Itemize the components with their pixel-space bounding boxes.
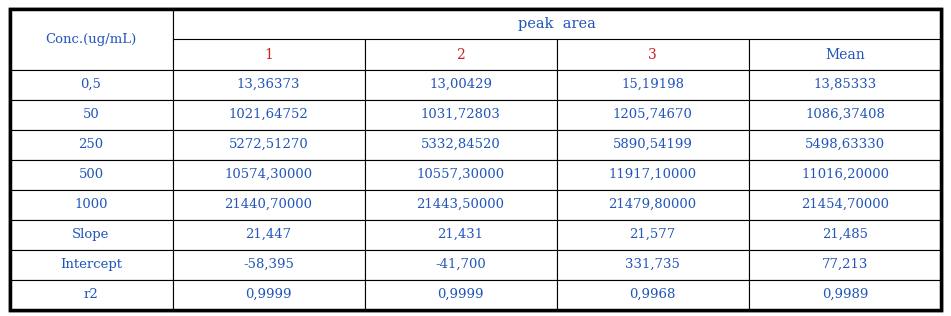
Bar <box>172 190 364 220</box>
Text: peak  area: peak area <box>518 17 596 32</box>
Text: 13,85333: 13,85333 <box>813 78 877 91</box>
Bar <box>10 130 172 160</box>
Bar <box>10 160 172 190</box>
Text: 5272,51270: 5272,51270 <box>229 138 308 151</box>
Bar <box>364 70 556 100</box>
Bar <box>10 9 172 70</box>
Bar <box>10 220 172 250</box>
Text: 10557,30000: 10557,30000 <box>417 168 505 181</box>
Text: r2: r2 <box>84 288 99 301</box>
Bar <box>748 100 941 130</box>
Bar <box>556 250 748 280</box>
Bar <box>556 40 748 70</box>
Bar <box>556 280 748 310</box>
Text: 1021,64752: 1021,64752 <box>229 108 308 121</box>
Text: 5498,63330: 5498,63330 <box>805 138 885 151</box>
Text: 0,9999: 0,9999 <box>245 288 292 301</box>
Text: 0,9968: 0,9968 <box>630 288 676 301</box>
Bar <box>172 130 364 160</box>
Text: 13,00429: 13,00429 <box>429 78 492 91</box>
Text: 0,9999: 0,9999 <box>437 288 484 301</box>
Bar <box>10 280 172 310</box>
Text: 11917,10000: 11917,10000 <box>609 168 697 181</box>
Bar <box>556 190 748 220</box>
Bar <box>556 220 748 250</box>
Bar <box>364 250 556 280</box>
Bar <box>748 220 941 250</box>
Text: 21443,50000: 21443,50000 <box>417 198 505 211</box>
Text: Intercept: Intercept <box>60 258 122 271</box>
Bar <box>172 220 364 250</box>
Bar <box>748 130 941 160</box>
Text: 50: 50 <box>83 108 100 121</box>
Text: -58,395: -58,395 <box>243 258 294 271</box>
Bar <box>172 160 364 190</box>
Text: 500: 500 <box>79 168 104 181</box>
Bar <box>556 70 748 100</box>
Bar <box>556 160 748 190</box>
Bar <box>172 9 941 40</box>
Bar <box>748 40 941 70</box>
Text: 0,9989: 0,9989 <box>822 288 868 301</box>
Text: Slope: Slope <box>72 228 109 241</box>
Text: 1000: 1000 <box>74 198 107 211</box>
Text: 331,735: 331,735 <box>625 258 680 271</box>
Bar <box>364 40 556 70</box>
Bar <box>748 280 941 310</box>
Bar <box>364 160 556 190</box>
Text: 77,213: 77,213 <box>822 258 868 271</box>
Bar <box>748 70 941 100</box>
Text: 1: 1 <box>264 47 273 62</box>
Text: 15,19198: 15,19198 <box>621 78 684 91</box>
Bar <box>172 280 364 310</box>
Text: 13,36373: 13,36373 <box>237 78 301 91</box>
Text: 5332,84520: 5332,84520 <box>420 138 500 151</box>
Text: 5890,54199: 5890,54199 <box>612 138 692 151</box>
Text: 250: 250 <box>79 138 104 151</box>
Text: 0,5: 0,5 <box>81 78 102 91</box>
Text: -41,700: -41,700 <box>436 258 486 271</box>
Text: 3: 3 <box>649 47 657 62</box>
Bar <box>172 70 364 100</box>
Text: 10574,30000: 10574,30000 <box>224 168 313 181</box>
Text: 21454,70000: 21454,70000 <box>801 198 889 211</box>
Text: 21,431: 21,431 <box>437 228 484 241</box>
Bar <box>10 70 172 100</box>
Bar <box>172 250 364 280</box>
Bar <box>10 250 172 280</box>
Text: 2: 2 <box>456 47 465 62</box>
Bar <box>10 190 172 220</box>
Text: 1031,72803: 1031,72803 <box>420 108 500 121</box>
Text: Mean: Mean <box>825 47 864 62</box>
Bar <box>172 40 364 70</box>
Bar <box>556 130 748 160</box>
Bar <box>364 280 556 310</box>
Text: 21479,80000: 21479,80000 <box>609 198 697 211</box>
Text: Conc.(ug/mL): Conc.(ug/mL) <box>46 33 137 46</box>
Bar <box>748 250 941 280</box>
Bar <box>364 130 556 160</box>
Bar <box>748 160 941 190</box>
Text: 11016,20000: 11016,20000 <box>801 168 889 181</box>
Bar <box>172 100 364 130</box>
Bar <box>364 220 556 250</box>
Text: 21440,70000: 21440,70000 <box>224 198 313 211</box>
Bar <box>10 100 172 130</box>
Text: 21,577: 21,577 <box>630 228 676 241</box>
Text: 1205,74670: 1205,74670 <box>612 108 692 121</box>
Bar <box>556 100 748 130</box>
Text: 1086,37408: 1086,37408 <box>805 108 885 121</box>
Bar <box>748 190 941 220</box>
Text: 21,447: 21,447 <box>245 228 292 241</box>
Text: 21,485: 21,485 <box>822 228 868 241</box>
Bar <box>364 190 556 220</box>
Bar <box>364 100 556 130</box>
